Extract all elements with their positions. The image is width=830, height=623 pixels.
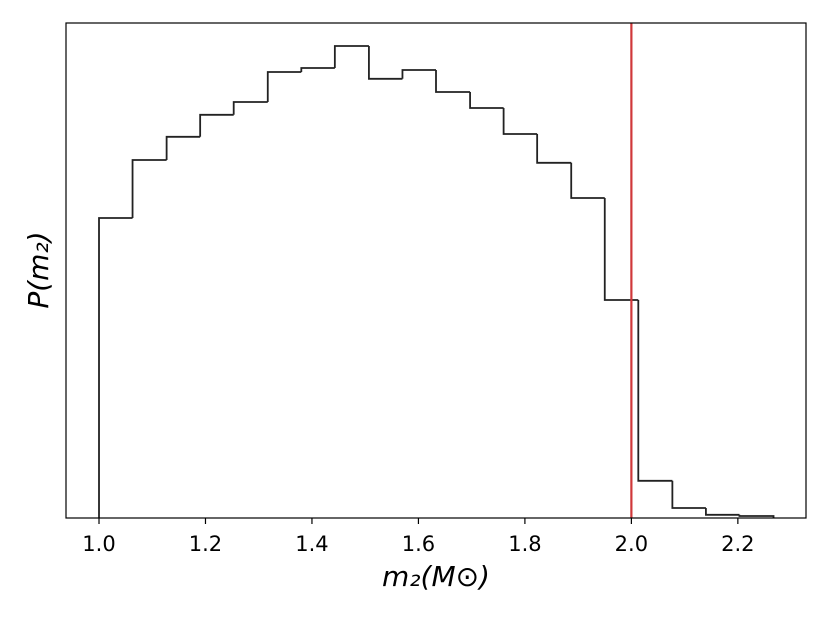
histogram-step — [637, 300, 673, 482]
histogram-step — [401, 69, 436, 79]
x-tick-label: 2.0 — [615, 532, 648, 556]
x-tick-label: 1.0 — [82, 532, 115, 556]
x-tick-label: 1.2 — [189, 532, 222, 556]
histogram-step — [199, 113, 234, 137]
histogram-step — [536, 134, 572, 164]
histogram-step — [671, 480, 706, 509]
histogram-step — [705, 508, 740, 516]
x-tick-label: 2.2 — [721, 532, 754, 556]
x-tick-label: 1.8 — [508, 532, 541, 556]
histogram-step — [300, 67, 335, 72]
x-axis-label: m₂(M⊙) — [382, 560, 490, 593]
histogram-step — [333, 45, 369, 68]
x-tick-label: 1.6 — [402, 532, 435, 556]
plot-frame — [65, 22, 807, 519]
histogram-step — [131, 159, 167, 218]
histogram-step — [368, 46, 403, 80]
histogram-step — [469, 92, 504, 109]
histogram-step — [435, 70, 471, 93]
y-axis-label: P(m₂) — [22, 231, 55, 308]
histogram-step — [502, 108, 538, 135]
x-tick-label: 1.4 — [295, 532, 328, 556]
histogram-step — [603, 198, 639, 301]
histogram-step — [570, 162, 605, 199]
histogram-step — [98, 217, 133, 518]
histogram-step — [165, 135, 201, 160]
histogram-step — [266, 71, 302, 102]
histogram-step — [738, 514, 775, 518]
histogram-step — [232, 101, 268, 115]
